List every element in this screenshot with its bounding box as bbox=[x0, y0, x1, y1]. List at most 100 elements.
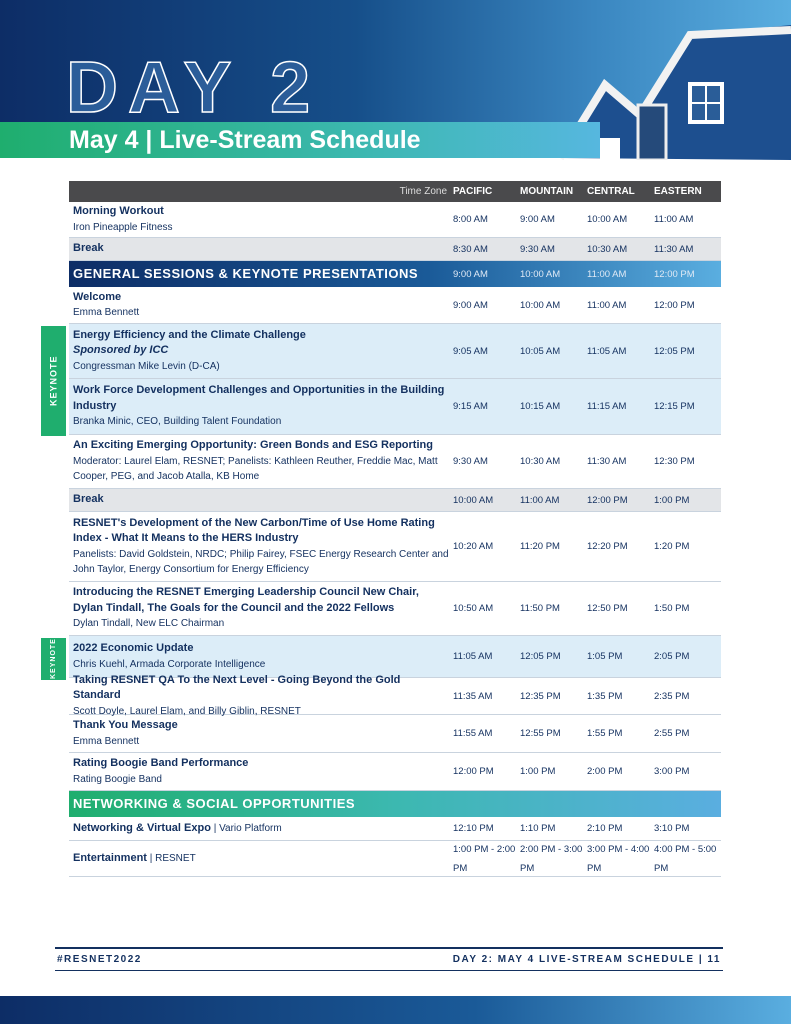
table-row: Rating Boogie Band Performance Rating Boo… bbox=[69, 753, 721, 791]
time-cell: 2:55 PM bbox=[654, 728, 690, 739]
session-title: Taking RESNET QA To the Next Level - Goi… bbox=[73, 673, 401, 702]
session-cell: Welcome Emma Bennett bbox=[69, 290, 453, 321]
section-header: GENERAL SESSIONS & KEYNOTE PRESENTATIONS… bbox=[69, 261, 721, 287]
session-speakers: Emma Bennett bbox=[73, 735, 140, 747]
session-cell: Networking & Virtual Expo | Vario Platfo… bbox=[69, 821, 453, 837]
session-speakers: Dylan Tindall, New ELC Chairman bbox=[73, 618, 225, 630]
session-title: Networking & Virtual Expo bbox=[73, 821, 211, 834]
time-cell: 11:05 AM bbox=[587, 345, 627, 357]
time-cell: 3:10 PM bbox=[654, 823, 690, 834]
time-cell: 11:15 AM bbox=[587, 401, 627, 412]
keynote-tab: KEYNOTE bbox=[41, 638, 66, 680]
time-cell: 8:30 AM bbox=[453, 243, 488, 255]
session-title: Morning Workout bbox=[73, 205, 164, 217]
session-title: Work Force Development Challenges and Op… bbox=[73, 384, 445, 412]
table-row: Work Force Development Challenges and Op… bbox=[69, 379, 721, 435]
time-cell: 12:00 PM bbox=[587, 494, 628, 506]
time-cell: 11:30 AM bbox=[587, 456, 627, 467]
table-row: Morning Workout Iron Pineapple Fitness 8:0… bbox=[69, 202, 721, 238]
time-cell: 10:50 AM bbox=[453, 603, 494, 614]
session-cell: Energy Efficiency and the Climate Challe… bbox=[69, 328, 453, 375]
session-venue: | Vario Platform bbox=[210, 822, 282, 834]
time-cell: 12:00 PM bbox=[453, 766, 494, 777]
session-cell: 2022 Economic Update Chris Kuehl, Armada … bbox=[69, 641, 453, 672]
time-cell: 10:00 AM bbox=[453, 494, 494, 506]
session-cell: Break bbox=[69, 241, 453, 257]
time-cell: 11:00 AM bbox=[587, 299, 627, 311]
session-title: Break bbox=[73, 493, 104, 506]
table-row: Entertainment | RESNET 1:00 PM - 2:00 PM 2… bbox=[69, 841, 721, 877]
time-cell: 11:05 AM bbox=[453, 651, 493, 662]
time-cell: 12:50 PM bbox=[587, 603, 628, 614]
section-title: NETWORKING & SOCIAL OPPORTUNITIES bbox=[73, 796, 356, 812]
footer-hashtag: #RESNET2022 bbox=[57, 954, 142, 965]
col-mountain: MOUNTAIN bbox=[520, 186, 574, 197]
time-cell: 1:55 PM bbox=[587, 728, 623, 739]
time-cell: 9:30 AM bbox=[453, 456, 488, 467]
session-cell: Work Force Development Challenges and Op… bbox=[69, 383, 453, 430]
session-sponsor: Sponsored by ICC bbox=[73, 344, 169, 357]
bottom-bar bbox=[0, 996, 791, 1024]
session-cell: Introducing the RESNET Emerging Leadersh… bbox=[69, 585, 453, 632]
time-cell: 9:00 AM bbox=[453, 268, 488, 280]
time-cell: 11:00 AM bbox=[654, 214, 694, 225]
session-cell: GENERAL SESSIONS & KEYNOTE PRESENTATIONS bbox=[69, 266, 453, 282]
session-speakers: Rating Boogie Band bbox=[73, 773, 162, 785]
time-cell: 11:20 PM bbox=[520, 541, 560, 552]
col-pacific: PACIFIC bbox=[453, 186, 493, 197]
table-row: Thank You Message Emma Bennett 11:55 AM 12:… bbox=[69, 715, 721, 753]
time-cell: 10:30 AM bbox=[587, 243, 628, 255]
time-cell: 10:00 AM bbox=[587, 214, 628, 225]
time-cell: 9:30 AM bbox=[520, 243, 555, 255]
house-image bbox=[560, 25, 791, 160]
time-cell: 11:35 AM bbox=[453, 690, 493, 702]
session-title: RESNET's Development of the New Carbon/T… bbox=[73, 516, 435, 545]
time-cell: 3:00 PM bbox=[654, 766, 690, 777]
time-cell: 12:00 PM bbox=[654, 299, 695, 311]
time-cell: 9:15 AM bbox=[453, 401, 488, 412]
session-title: Energy Efficiency and the Climate Challe… bbox=[73, 328, 306, 341]
session-speakers: Congressman Mike Levin (D-CA) bbox=[73, 360, 220, 372]
session-title: Rating Boogie Band Performance bbox=[73, 757, 249, 769]
table-row: Break 8:30 AM 9:30 AM 10:30 AM 11:30 AM bbox=[69, 238, 721, 261]
time-cell: 11:00 AM bbox=[520, 494, 560, 506]
time-cell: 11:00 AM bbox=[587, 268, 627, 280]
session-title: Thank You Message bbox=[73, 719, 178, 731]
session-cell: Entertainment | RESNET bbox=[69, 851, 453, 867]
page-subtitle: May 4 | Live-Stream Schedule bbox=[69, 126, 421, 154]
time-cell: 1:00 PM bbox=[654, 494, 690, 506]
table-row: 2022 Economic Update Chris Kuehl, Armada … bbox=[69, 636, 721, 678]
session-venue: | RESNET bbox=[146, 852, 196, 864]
session-cell: NETWORKING & SOCIAL OPPORTUNITIES bbox=[69, 796, 453, 812]
table-row: Break 10:00 AM 11:00 AM 12:00 PM 1:00 PM bbox=[69, 489, 721, 512]
time-cell: 9:00 AM bbox=[453, 299, 488, 311]
time-cell: 8:00 AM bbox=[453, 214, 488, 225]
time-cell: 10:30 AM bbox=[520, 456, 561, 467]
time-cell: 12:55 PM bbox=[520, 728, 561, 739]
time-cell: 4:00 PM - 5:00 PM bbox=[654, 843, 717, 874]
table-row: Introducing the RESNET Emerging Leadersh… bbox=[69, 582, 721, 636]
time-cell: 12:10 PM bbox=[453, 823, 494, 834]
time-cell: 2:05 PM bbox=[654, 651, 690, 662]
section-header: NETWORKING & SOCIAL OPPORTUNITIES bbox=[69, 791, 721, 817]
session-cell: Thank You Message Emma Bennett bbox=[69, 718, 453, 749]
time-cell: 12:35 PM bbox=[520, 690, 561, 702]
session-title: An Exciting Emerging Opportunity: Green … bbox=[73, 439, 433, 452]
session-cell: Taking RESNET QA To the Next Level - Goi… bbox=[69, 673, 453, 720]
table-row: RESNET's Development of the New Carbon/T… bbox=[69, 512, 721, 582]
time-cell: 1:00 PM bbox=[520, 766, 556, 777]
session-speakers: Scott Doyle, Laurel Elam, and Billy Gibl… bbox=[73, 705, 301, 717]
session-cell: Break bbox=[69, 492, 453, 508]
col-central: CENTRAL bbox=[587, 186, 635, 197]
session-title: Break bbox=[73, 242, 104, 255]
section-title: GENERAL SESSIONS & KEYNOTE PRESENTATIONS bbox=[73, 266, 419, 282]
session-speakers: Emma Bennett bbox=[73, 307, 140, 318]
session-title: Introducing the RESNET Emerging Leadersh… bbox=[73, 586, 419, 614]
time-cell: 10:00 AM bbox=[520, 268, 561, 280]
time-cell: 10:15 AM bbox=[520, 401, 561, 412]
session-cell: RESNET's Development of the New Carbon/T… bbox=[69, 516, 453, 578]
session-speakers: Branka Minic, CEO, Building Talent Found… bbox=[73, 416, 282, 428]
time-cell: 12:05 PM bbox=[654, 345, 695, 357]
time-cell: 1:00 PM - 2:00 PM bbox=[453, 843, 516, 874]
table-row: Networking & Virtual Expo | Vario Platfo… bbox=[69, 817, 721, 841]
